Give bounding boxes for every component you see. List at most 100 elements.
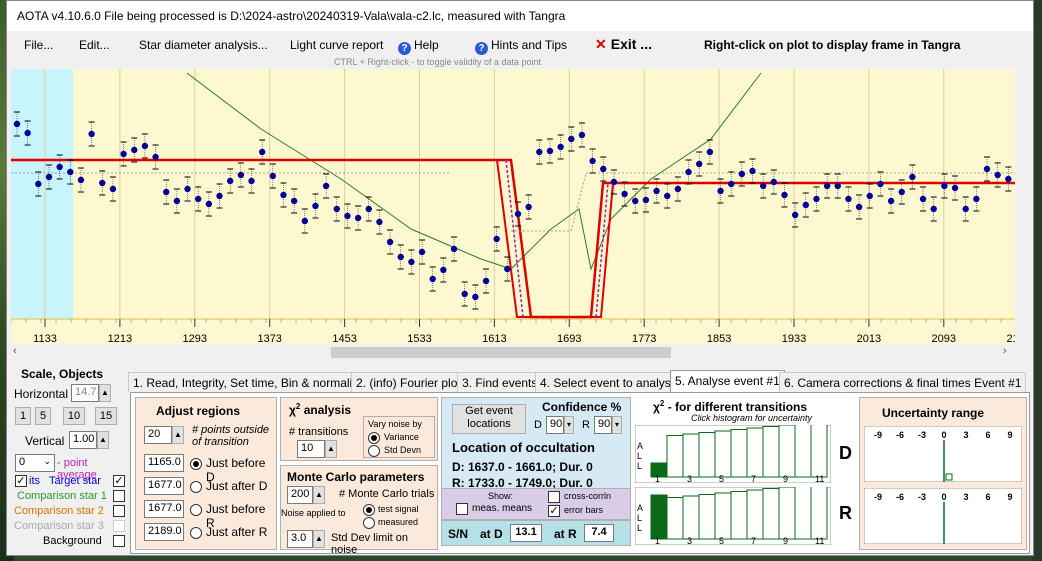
error-bars-checkbox[interactable]	[548, 505, 560, 517]
data-point	[717, 187, 724, 195]
menu-star-diameter[interactable]: Star diameter analysis...	[139, 38, 268, 52]
tab-fourier[interactable]: 2. (info) Fourier plot	[351, 372, 466, 392]
point-average-select[interactable]: 0 ⌄	[15, 454, 55, 472]
menu-hints[interactable]: ? Hints and Tips	[475, 38, 567, 55]
data-point	[514, 210, 522, 218]
hist-bar	[778, 487, 796, 540]
hist-tick-label: 9	[783, 536, 788, 545]
data-point	[898, 188, 905, 196]
data-point	[290, 197, 298, 205]
cross-corr-checkbox[interactable]	[548, 491, 560, 503]
measured-radio[interactable]	[363, 517, 375, 529]
get-event-locations-line2: locations	[467, 418, 511, 430]
horizontal-spinner[interactable]: ▲	[99, 384, 111, 402]
meas-means-checkbox[interactable]	[456, 503, 468, 515]
location-group: Get event locations Confidence % D 90 ▾ …	[441, 397, 631, 491]
std-dev-limit-input[interactable]: 3.0	[287, 530, 313, 548]
data-point	[1005, 175, 1012, 183]
transitions-spinner[interactable]: ▲	[325, 440, 337, 458]
just-before-r-value[interactable]: 1677.0	[144, 500, 184, 518]
comparison-1-label: Comparison star 1	[17, 490, 107, 502]
target-star-checkbox-left[interactable]	[15, 475, 27, 487]
confidence-r-input[interactable]: 90	[594, 416, 612, 434]
horizontal-scale-input[interactable]: 14.7	[71, 384, 99, 402]
data-point	[386, 238, 394, 246]
std-devn-radio[interactable]	[368, 445, 380, 457]
tab-find-events[interactable]: 3. Find events	[457, 372, 543, 392]
just-before-d-radio[interactable]	[190, 458, 202, 470]
comparison-2-checkbox[interactable]	[113, 505, 125, 517]
chi2-analysis-group: χ2 analysis # transitions 10 ▲ Vary nois…	[280, 397, 438, 461]
plot-scrollbar[interactable]: ‹ ›	[11, 344, 1015, 361]
just-after-d-radio[interactable]	[190, 481, 202, 493]
points-outside-input[interactable]: 20	[144, 426, 172, 444]
transitions-input[interactable]: 10	[297, 440, 325, 458]
mc-trials-input[interactable]: 200	[287, 486, 313, 504]
menu-light-curve-report[interactable]: Light curve report	[290, 38, 384, 52]
get-event-locations-button[interactable]: Get event locations	[452, 404, 526, 434]
variance-radio[interactable]	[368, 432, 380, 444]
scale-objects-panel: Scale, Objects Horizontal 14.7 ▲ 1 5 10 …	[11, 363, 129, 553]
tab-camera-corrections[interactable]: 6. Camera corrections & final times Even…	[779, 372, 1027, 392]
data-point	[184, 185, 191, 193]
scale-1-button[interactable]: 1	[15, 407, 31, 425]
data-point	[727, 180, 735, 188]
light-curve-plot[interactable]: 1133 1213 1293 1373 1453 1533 1613 1693 1773 1853…	[11, 69, 1015, 344]
data-point	[685, 168, 692, 176]
just-before-r-label: Just before R	[206, 502, 266, 530]
data-point	[557, 143, 564, 151]
chi2-histogram-r[interactable]: ALL 1 3 5 7 9 11	[635, 487, 831, 545]
tab-select-event[interactable]: 4. Select event to analyse	[535, 372, 683, 392]
test-signal-radio[interactable]	[363, 504, 375, 516]
comparison-3-label: Comparison star 3	[14, 520, 104, 532]
target-star-checkbox[interactable]	[113, 475, 125, 487]
scroll-thumb[interactable]	[331, 347, 671, 358]
confidence-d-spinner[interactable]: ▾	[564, 416, 574, 434]
data-point	[919, 195, 927, 203]
tab-analyse-event[interactable]: 5. Analyse event #1	[670, 370, 785, 392]
get-event-locations-line1: Get event	[465, 405, 513, 417]
vertical-scale-input[interactable]: 1.00	[69, 431, 97, 449]
background-label: Background	[43, 535, 102, 547]
data-point	[749, 167, 756, 175]
vertical-spinner[interactable]: ▲	[97, 431, 109, 449]
menu-help[interactable]: ? Help	[398, 38, 439, 55]
vary-noise-label: Vary noise by	[368, 419, 422, 429]
chi2-histogram-d[interactable]: ALL 1 3 5 7 9 11	[635, 425, 831, 483]
scale-10-button[interactable]: 10	[63, 407, 85, 425]
just-after-r-value[interactable]: 2189.0	[144, 523, 184, 541]
data-point	[258, 148, 266, 156]
x-tick-label: 2093	[932, 333, 956, 344]
data-point	[35, 180, 42, 188]
data-point	[994, 171, 1001, 179]
just-after-d-value[interactable]: 1677.0	[144, 477, 184, 495]
scale-15-button[interactable]: 15	[95, 407, 117, 425]
scroll-left-icon[interactable]: ‹	[13, 345, 17, 357]
std-dev-limit-label: Std Dev limit on noise	[331, 532, 409, 556]
menu-edit[interactable]: Edit...	[79, 38, 110, 52]
scroll-right-icon[interactable]: ›	[1003, 345, 1007, 357]
just-before-d-value[interactable]: 1165.0	[144, 454, 184, 472]
mc-trials-spinner[interactable]: ▲	[313, 486, 325, 504]
confidence-d-input[interactable]: 90	[546, 416, 564, 434]
menu-exit[interactable]: ✕ Exit ...	[595, 36, 652, 53]
points-outside-spinner[interactable]: ▲	[172, 426, 184, 444]
confidence-r-spinner[interactable]: ▾	[612, 416, 622, 434]
comparison-1-checkbox[interactable]	[113, 490, 125, 502]
std-dev-limit-spinner[interactable]: ▲	[313, 530, 325, 548]
data-point	[67, 168, 74, 176]
background-checkbox[interactable]	[113, 535, 125, 547]
confidence-r-label: R	[582, 419, 590, 431]
model-light-curve	[11, 158, 1015, 319]
hist-tick-label: 9	[783, 474, 788, 483]
tab-read[interactable]: 1. Read, Integrity, Set time, Bin & norm…	[128, 372, 370, 392]
data-point	[589, 157, 596, 165]
just-before-r-radio[interactable]	[190, 504, 202, 516]
location-d-line: D: 1637.0 - 1661.0; Dur. 0	[452, 460, 593, 474]
comparison-3-checkbox[interactable]	[113, 520, 125, 532]
hints-icon: ?	[475, 42, 488, 55]
just-after-r-radio[interactable]	[190, 527, 202, 539]
menu-file[interactable]: File...	[24, 38, 54, 52]
scale-5-button[interactable]: 5	[35, 407, 51, 425]
hist-bar	[714, 430, 732, 478]
